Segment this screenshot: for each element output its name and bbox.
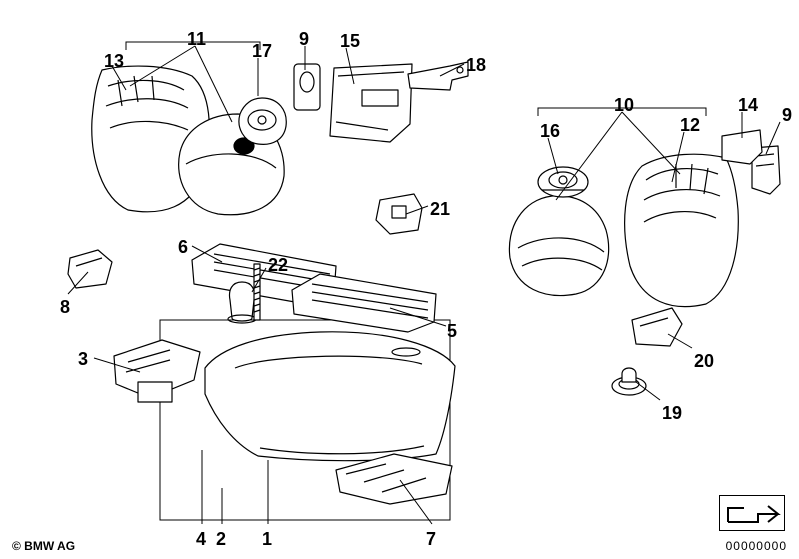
callout-15: 15 [340, 32, 360, 50]
brand-label: © BMW AG [12, 539, 75, 553]
panel-14 [720, 128, 764, 168]
bracket-9-left [292, 62, 322, 112]
callout-3: 3 [78, 350, 88, 368]
shock-dome [234, 96, 290, 148]
callout-11: 11 [187, 30, 206, 48]
grommet-19 [610, 362, 648, 396]
callout-7: 7 [426, 530, 436, 548]
bracket-8 [66, 248, 114, 290]
callout-5: 5 [447, 322, 457, 340]
diagram-stage: { "meta": { "brand": "© BMW AG", "part_n… [0, 0, 799, 559]
legend-arrow-icon [720, 496, 784, 530]
callout-10: 10 [614, 96, 634, 114]
part-number: 00000000 [726, 539, 787, 553]
callout-19: 19 [662, 404, 682, 422]
threaded-rod [250, 262, 264, 322]
panel-15 [326, 62, 416, 148]
callout-21: 21 [430, 200, 450, 218]
wheelhouse-right-inner [504, 192, 614, 302]
legend-box [719, 495, 785, 531]
rail-right [290, 270, 440, 336]
callout-12: 12 [680, 116, 700, 134]
callout-2: 2 [216, 530, 226, 548]
shock-dome-right [536, 164, 590, 200]
callout-18: 18 [466, 56, 486, 74]
wheelhouse-right-outer [620, 150, 742, 320]
callout-20: 20 [694, 352, 714, 370]
floor-pan [200, 328, 460, 468]
bracket-3 [110, 332, 204, 412]
callout-14: 14 [738, 96, 758, 114]
callout-16: 16 [540, 122, 560, 140]
callout-13: 13 [104, 52, 124, 70]
callout-9b: 9 [782, 106, 792, 124]
bracket-20 [628, 306, 684, 350]
crossmember-under [334, 452, 454, 506]
bracket-21 [374, 192, 424, 236]
callout-8: 8 [60, 298, 70, 316]
callout-9a: 9 [299, 30, 309, 48]
callout-17: 17 [252, 42, 272, 60]
bracket-18 [406, 60, 472, 94]
callout-1: 1 [262, 530, 272, 548]
callout-4: 4 [196, 530, 206, 548]
callout-6: 6 [178, 238, 188, 256]
callout-22: 22 [268, 256, 288, 274]
